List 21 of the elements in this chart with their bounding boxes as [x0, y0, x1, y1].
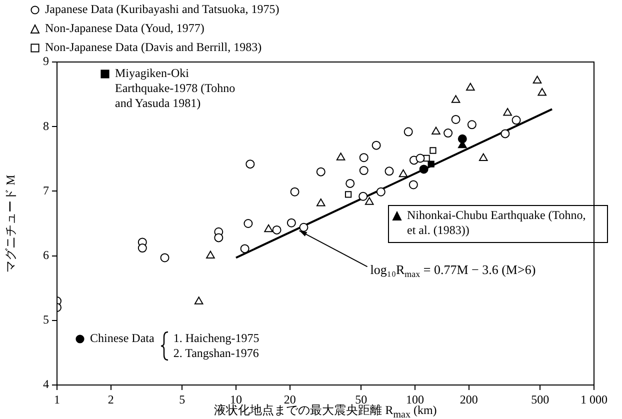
- y-axis-title: マグニチュード M: [3, 174, 18, 272]
- x-tick-label: 5: [179, 392, 186, 406]
- y-tick-label: 6: [43, 248, 49, 262]
- x-tick-label: 1 000: [580, 392, 608, 406]
- y-tick-label: 8: [43, 118, 49, 133]
- legend-label: Chinese Data: [90, 331, 154, 346]
- x-tick-label: 2: [108, 392, 114, 406]
- legend-label: Non-Japanese Data (Davis and Berrill, 1983): [45, 40, 262, 55]
- annotation: 2. Tangshan-1976: [173, 346, 259, 360]
- x-tick-label: 200: [460, 392, 478, 406]
- legend-label: Japanese Data (Kuribayashi and Tatsuoka, 1975): [45, 2, 280, 17]
- x-tick-label: 1: [54, 392, 60, 406]
- y-tick-label: 7: [43, 183, 49, 198]
- annotation: 1. Haicheng-1975: [173, 331, 260, 345]
- legend-label: Miyagiken-Oki Earthquake-1978 (Tohno and Yasuda 1981): [115, 66, 236, 111]
- x-tick-label: 500: [531, 392, 550, 406]
- y-tick-label: 5: [43, 312, 49, 327]
- legend-label: Non-Japanese Data (Youd, 1977): [45, 21, 204, 36]
- legend-label: Nihonkai-Chubu Earthquake (Tohno, et al. (1983)): [407, 208, 587, 238]
- y-tick-label: 4: [43, 377, 49, 392]
- y-tick-label: 9: [43, 54, 49, 68]
